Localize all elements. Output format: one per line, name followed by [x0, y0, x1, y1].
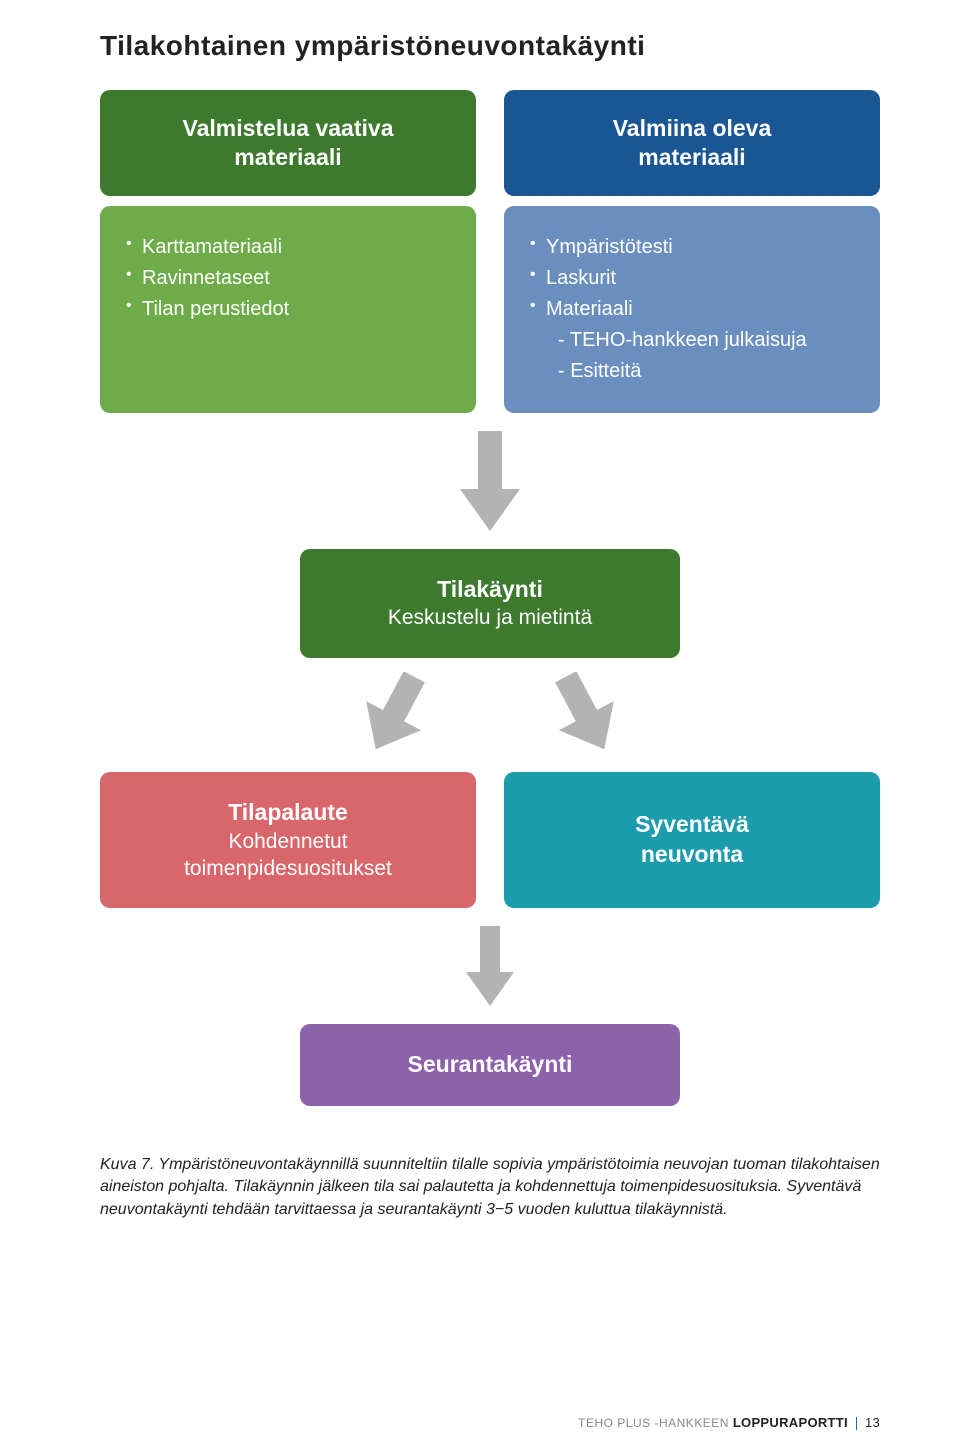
header-left-line2: materiaali — [234, 144, 341, 170]
list-item: Ravinnetaseet — [126, 263, 450, 294]
sub-item: - TEHO-hankkeen julkaisuja — [530, 325, 854, 356]
list-item: Karttamateriaali — [126, 232, 450, 263]
list-item: Laskurit — [530, 263, 854, 294]
arrow-down-icon — [460, 431, 520, 531]
page-footer: TEHO PLUS -HANKKEEN LOPPURAPORTTI 13 — [578, 1415, 880, 1430]
left2-box: Tilapalaute Kohdennetut toimenpidesuosit… — [100, 772, 476, 908]
right2-sub: neuvonta — [514, 840, 870, 870]
left2-sub2: toimenpidesuositukset — [110, 855, 466, 882]
content-left-list: Karttamateriaali Ravinnetaseet Tilan per… — [126, 232, 450, 325]
page-title: Tilakohtainen ympäristöneuvontakäynti — [100, 30, 880, 62]
footer-bold: LOPPURAPORTTI — [733, 1415, 848, 1430]
header-box-right: Valmiina oleva materiaali — [504, 90, 880, 196]
sub-item: - Esitteitä — [530, 356, 854, 387]
arrow-down-left-icon — [360, 672, 430, 754]
right2-title: Syventävä — [514, 810, 870, 840]
arrow-down-icon — [466, 926, 514, 1006]
list-item: Ympäristötesti — [530, 232, 854, 263]
header-right-line2: materiaali — [638, 144, 745, 170]
bottom-box: Seurantakäynti — [300, 1024, 680, 1106]
arrow-down-right-icon — [550, 672, 620, 754]
split-row: Tilapalaute Kohdennetut toimenpidesuosit… — [100, 772, 880, 908]
mid-title: Tilakäynti — [310, 575, 670, 605]
content-box-right: Ympäristötesti Laskurit Materiaali - TEH… — [504, 206, 880, 413]
list-item: Materiaali — [530, 294, 854, 325]
header-box-left: Valmistelua vaativa materiaali — [100, 90, 476, 196]
footer-divider — [856, 1417, 857, 1430]
left2-sub1: Kohdennetut — [110, 828, 466, 855]
content-box-left: Karttamateriaali Ravinnetaseet Tilan per… — [100, 206, 476, 413]
arrow-down-1 — [100, 431, 880, 531]
figure-caption: Kuva 7. Ympäristöneuvontakäynnillä suunn… — [100, 1154, 880, 1221]
content-right-list: Ympäristötesti Laskurit Materiaali — [530, 232, 854, 325]
bottom-title: Seurantakäynti — [310, 1050, 670, 1080]
header-left-line1: Valmistelua vaativa — [183, 115, 394, 141]
header-right-line1: Valmiina oleva — [613, 115, 772, 141]
caption-text: Ympäristöneuvontakäynnillä suunniteltiin… — [100, 1156, 880, 1218]
left2-title: Tilapalaute — [110, 798, 466, 828]
footer-light: TEHO PLUS -HANKKEEN — [578, 1416, 733, 1430]
mid-box: Tilakäynti Keskustelu ja mietintä — [300, 549, 680, 658]
arrow-down-2 — [100, 926, 880, 1006]
mid-sub: Keskustelu ja mietintä — [310, 604, 670, 631]
right2-box: Syventävä neuvonta — [504, 772, 880, 908]
caption-label: Kuva 7. — [100, 1156, 158, 1173]
page-number: 13 — [865, 1415, 880, 1430]
arrow-split-row — [100, 672, 880, 754]
content-row: Karttamateriaali Ravinnetaseet Tilan per… — [100, 206, 880, 413]
list-item: Tilan perustiedot — [126, 294, 450, 325]
header-row: Valmistelua vaativa materiaali Valmiina o… — [100, 90, 880, 196]
